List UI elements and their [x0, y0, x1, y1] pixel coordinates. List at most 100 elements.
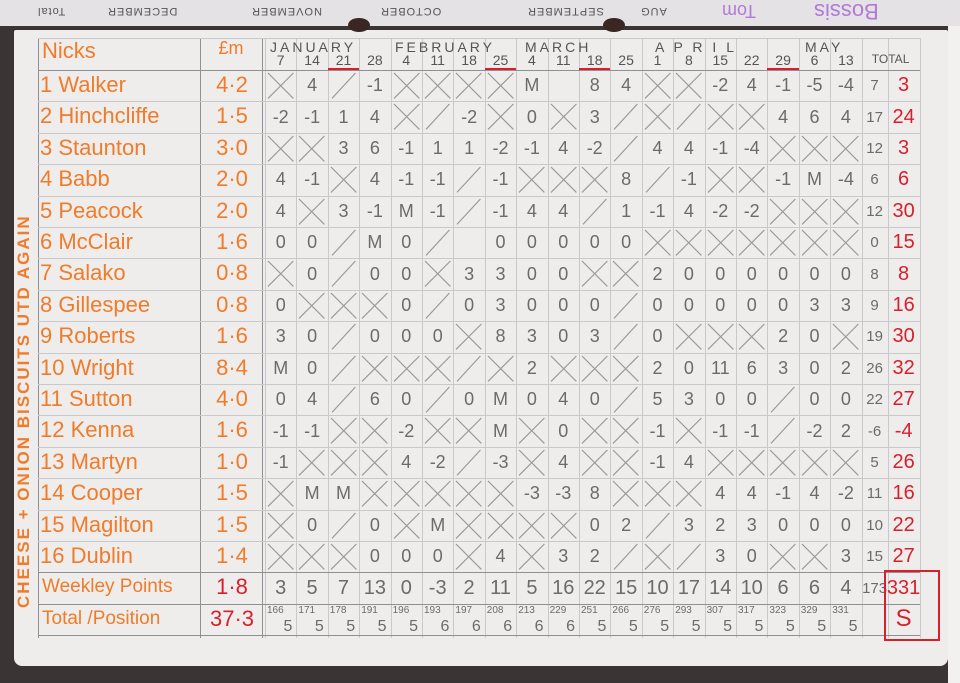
week-score: 0 — [401, 389, 412, 410]
league-position: 5 — [409, 618, 418, 636]
binder-hole — [348, 18, 370, 32]
week-score: 0 — [275, 232, 286, 253]
slash-mark — [453, 353, 484, 384]
league-position: 5 — [754, 618, 764, 636]
league-position: 6 — [471, 618, 481, 636]
week-score: 4 — [683, 451, 694, 472]
league-position: 5 — [691, 618, 701, 636]
week-score: 4 — [715, 483, 726, 504]
week-header: 25 — [618, 52, 634, 68]
player-overall-total: 16 — [892, 482, 915, 505]
week-score: 4 — [526, 200, 537, 221]
weekly-points-value: 14 — [709, 576, 732, 599]
week-score: -2 — [398, 420, 415, 441]
running-total: 229 — [549, 604, 567, 616]
week-score: -1 — [429, 200, 446, 221]
week-score: -1 — [649, 451, 666, 472]
player-price: 2·0 — [216, 166, 248, 192]
grid-column-line — [422, 38, 423, 638]
grid-column-line — [327, 38, 329, 638]
week-score: -1 — [712, 137, 729, 158]
slash-mark — [422, 101, 453, 132]
week-score: 4 — [809, 483, 820, 504]
grid-row-line — [38, 289, 920, 291]
week-score: 0 — [307, 263, 318, 284]
league-position: 5 — [660, 618, 670, 636]
cross-mark — [485, 510, 516, 541]
player-total: 22 — [866, 391, 883, 409]
week-score: 0 — [307, 232, 318, 253]
player-overall-total: 16 — [892, 293, 915, 316]
league-position: 5 — [785, 618, 795, 636]
running-total: 331 — [832, 604, 849, 616]
cross-mark — [453, 415, 484, 446]
running-total: 329 — [800, 604, 818, 616]
cross-mark — [610, 353, 641, 384]
player-price: 4·0 — [216, 386, 248, 411]
cross-mark — [391, 70, 422, 101]
week-score: 3 — [338, 200, 349, 221]
week-score: -2 — [712, 75, 729, 96]
week-score: -1 — [272, 420, 289, 441]
player-overall-total: 3 — [898, 136, 910, 159]
week-score: M — [524, 75, 540, 96]
cross-mark — [610, 478, 641, 509]
player-price: 1·6 — [216, 229, 248, 254]
week-score: -2 — [806, 420, 823, 441]
weekly-points-value: 7 — [337, 576, 350, 599]
running-total-position: 191 5 — [359, 604, 390, 635]
week-header: 7 — [276, 52, 285, 68]
grid-row-line — [38, 572, 920, 574]
week-score: 6 — [369, 137, 380, 158]
weekly-points-price: 1·8 — [216, 574, 248, 600]
grid-column-line — [798, 38, 800, 638]
week-score: 0 — [715, 263, 726, 284]
cross-mark — [642, 227, 673, 258]
weekly-points-total: 173 — [862, 579, 888, 597]
final-box — [883, 570, 940, 642]
cross-mark — [673, 227, 704, 258]
grid-row-line — [38, 227, 920, 228]
player-price: 1·0 — [216, 448, 248, 474]
final-position: S — [895, 605, 912, 633]
running-total: 171 — [298, 604, 316, 616]
week-score: 6 — [746, 357, 757, 378]
cross-mark — [799, 196, 830, 227]
week-score: -3 — [555, 483, 572, 504]
total-price: 37·3 — [209, 605, 255, 631]
weekly-points-value: 6 — [808, 576, 821, 599]
grid-row-line — [38, 352, 920, 354]
week-header: 25 — [484, 52, 517, 70]
running-total-position: 307 5 — [705, 604, 736, 635]
slash-mark — [767, 415, 798, 446]
player-total: 19 — [866, 328, 883, 346]
week-header: 29 — [767, 52, 799, 70]
slash-mark — [610, 541, 641, 572]
running-total: 197 — [455, 604, 473, 616]
week-score: 3 — [746, 514, 757, 535]
month-header: MAY — [805, 39, 844, 55]
slash-mark — [422, 227, 453, 258]
week-score: 6 — [369, 389, 380, 410]
slash-mark — [453, 164, 484, 195]
week-score: 4 — [369, 169, 380, 190]
grid-column-line — [919, 38, 921, 638]
week-score: 0 — [401, 294, 412, 315]
cross-mark — [548, 353, 579, 384]
week-score: -1 — [398, 137, 415, 158]
running-total-position: 323 5 — [767, 604, 798, 635]
cross-mark — [767, 541, 798, 572]
player-price: 1·5 — [216, 511, 248, 537]
weekly-points-value: 16 — [552, 576, 575, 599]
week-score: -2 — [461, 106, 478, 127]
player-name: 1 Walker — [40, 72, 126, 97]
week-header: 28 — [367, 52, 383, 68]
player-overall-total: 3 — [898, 74, 910, 97]
grid-row-line — [38, 70, 920, 71]
week-score: 3 — [464, 263, 475, 284]
cross-mark — [485, 70, 516, 101]
week-score: -1 — [304, 169, 321, 190]
cross-mark — [296, 196, 327, 227]
week-score: -1 — [304, 106, 321, 127]
week-score — [548, 70, 579, 101]
